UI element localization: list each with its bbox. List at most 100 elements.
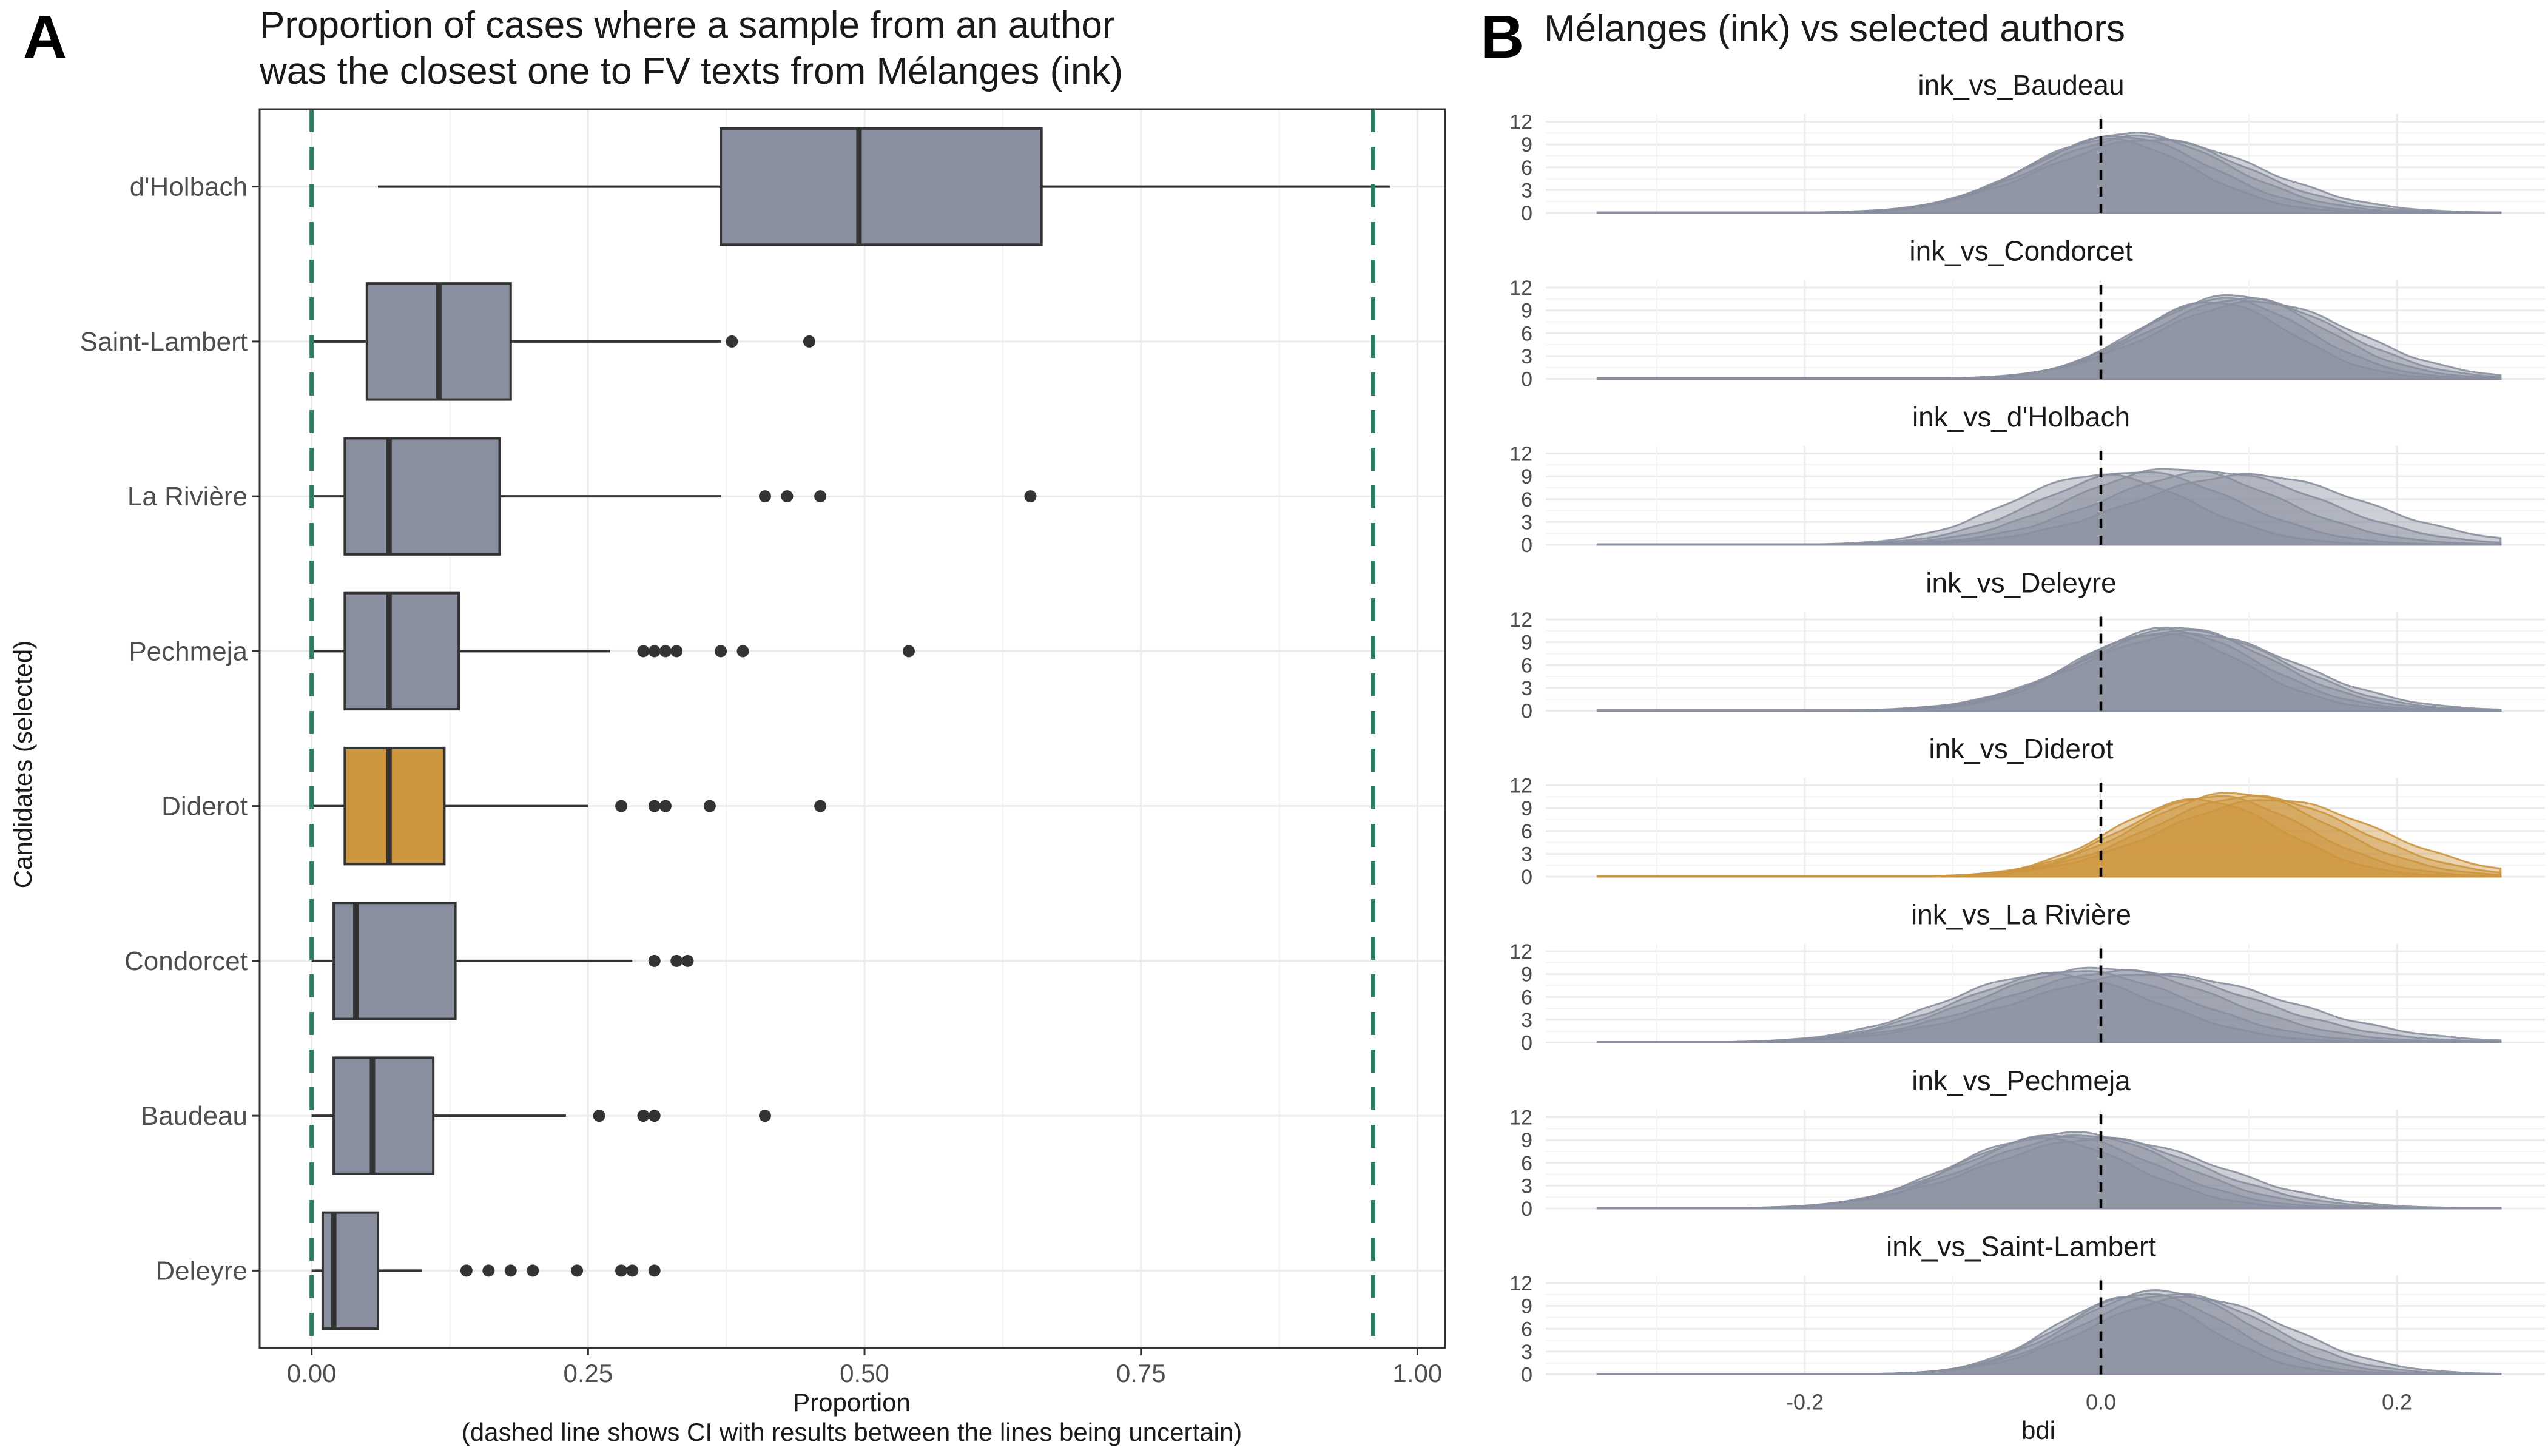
outlier-point xyxy=(482,1264,495,1277)
y-tick-label: 9 xyxy=(1521,1129,1532,1152)
density-area xyxy=(1596,300,2502,380)
y-tick-label: 6 xyxy=(1521,820,1532,843)
y-tick-label: 9 xyxy=(1521,1295,1532,1318)
y-tick-label: 3 xyxy=(1521,511,1532,534)
y-tick-label: La Rivière xyxy=(127,482,248,511)
facet-label: ink_vs_Saint-Lambert xyxy=(1886,1231,2156,1262)
y-tick-label: 6 xyxy=(1521,488,1532,511)
facet-label: ink_vs_Baudeau xyxy=(1918,69,2124,101)
y-tick-label: 12 xyxy=(1509,1272,1532,1295)
panel-a-xlabel-line2: (dashed line shows CI with results betwe… xyxy=(462,1418,1242,1446)
x-tick-label: 0.2 xyxy=(2382,1390,2412,1415)
y-tick-label: Saint-Lambert xyxy=(80,327,248,357)
y-tick-label: 3 xyxy=(1521,1175,1532,1198)
facet-label: ink_vs_Pechmeja xyxy=(1912,1065,2131,1096)
outlier-point xyxy=(637,1110,650,1122)
facet-label: ink_vs_Deleyre xyxy=(1926,567,2116,599)
panel-a-title-line2: was the closest one to FV texts from Mél… xyxy=(259,50,1123,92)
y-tick-label: 3 xyxy=(1521,1009,1532,1032)
y-tick-label: 3 xyxy=(1521,1341,1532,1364)
y-tick-label: 12 xyxy=(1509,608,1532,632)
y-tick-label: 12 xyxy=(1509,940,1532,963)
outlier-point xyxy=(1024,490,1037,503)
x-tick-label: 0.00 xyxy=(287,1359,337,1387)
box xyxy=(321,1211,380,1330)
panel-a-title-line1: Proportion of cases where a sample from … xyxy=(260,4,1115,46)
outlier-point xyxy=(648,954,661,967)
outlier-point xyxy=(759,490,772,503)
y-tick-label: 12 xyxy=(1509,1107,1532,1130)
outlier-point xyxy=(814,490,827,503)
outlier-point xyxy=(726,335,738,348)
density-area xyxy=(1596,972,2502,1043)
box xyxy=(720,127,1043,246)
y-tick-label: 0 xyxy=(1521,534,1532,557)
outlier-point xyxy=(626,1264,639,1277)
box xyxy=(332,1056,435,1175)
y-tick-label: 9 xyxy=(1521,797,1532,820)
y-tick-label: 0 xyxy=(1521,1364,1532,1387)
outlier-point xyxy=(902,645,915,658)
y-tick-label: Deleyre xyxy=(155,1256,248,1286)
y-tick-label: 6 xyxy=(1521,654,1532,677)
panel-a-plot: 0.00 0.25 0.50 0.75 1.00 d'Holbach Saint-Lambe… xyxy=(80,108,1446,1387)
density-area xyxy=(1596,1136,2502,1210)
y-tick-label: 0 xyxy=(1521,1032,1532,1055)
density-area xyxy=(1596,138,2502,214)
outlier-point xyxy=(681,954,694,967)
outlier-point xyxy=(670,645,683,658)
outlier-point xyxy=(615,800,628,812)
outlier-point xyxy=(648,1264,661,1277)
y-tick-label: d'Holbach xyxy=(130,172,248,202)
outlier-point xyxy=(736,645,749,658)
y-tick-label: 0 xyxy=(1521,866,1532,889)
y-tick-label: 0 xyxy=(1521,700,1532,723)
y-tick-label: 12 xyxy=(1509,111,1532,134)
outlier-point xyxy=(803,335,815,348)
outlier-point xyxy=(571,1264,584,1277)
y-tick-label: 6 xyxy=(1521,1152,1532,1175)
facet-label: ink_vs_Condorcet xyxy=(1909,235,2132,267)
outlier-point xyxy=(759,1110,772,1122)
outlier-point xyxy=(504,1264,517,1277)
y-tick-label: 9 xyxy=(1521,632,1532,655)
panel-b-plot: ink_vs_Baudeau036912ink_vs_Condorcet0369… xyxy=(1509,69,2545,1415)
x-tick-label: 0.75 xyxy=(1116,1359,1166,1387)
panel-a-ylabel: Candidates (selected) xyxy=(8,641,37,889)
y-tick-label: 3 xyxy=(1521,345,1532,368)
box xyxy=(343,437,501,556)
box xyxy=(332,902,457,1020)
y-tick-label: Baudeau xyxy=(141,1101,248,1131)
outlier-point xyxy=(648,645,661,658)
panel-b-letter: B xyxy=(1480,3,1524,71)
y-tick-label: 12 xyxy=(1509,277,1532,300)
outlier-point xyxy=(715,645,727,658)
outlier-point xyxy=(615,1264,628,1277)
y-tick-label: 9 xyxy=(1521,963,1532,986)
y-tick-label: 6 xyxy=(1521,986,1532,1009)
density-area xyxy=(1596,1295,2502,1375)
y-tick-label: 0 xyxy=(1521,1198,1532,1221)
panel-b-xlabel: bdi xyxy=(2021,1416,2055,1444)
facet-label: ink_vs_La Rivière xyxy=(1911,899,2131,931)
outlier-point xyxy=(648,800,661,812)
y-tick-label: Condorcet xyxy=(124,946,248,976)
y-tick-label: Diderot xyxy=(161,792,248,821)
outlier-point xyxy=(637,645,650,658)
outlier-point xyxy=(670,954,683,967)
y-tick-label: 9 xyxy=(1521,465,1532,488)
panel-a-xlabel-line1: Proportion xyxy=(793,1388,911,1417)
outlier-point xyxy=(814,800,827,812)
y-tick-label: 9 xyxy=(1521,133,1532,157)
x-tick-label: -0.2 xyxy=(1786,1390,1824,1415)
density-area xyxy=(1596,473,2502,546)
y-tick-label: 12 xyxy=(1509,775,1532,798)
facet-label: ink_vs_Diderot xyxy=(1929,733,2113,764)
outlier-point xyxy=(781,490,794,503)
y-tick-label: 6 xyxy=(1521,322,1532,345)
y-tick-label: 0 xyxy=(1521,202,1532,225)
outlier-point xyxy=(659,800,672,812)
panel-a-letter: A xyxy=(23,3,67,71)
outlier-point xyxy=(703,800,716,812)
